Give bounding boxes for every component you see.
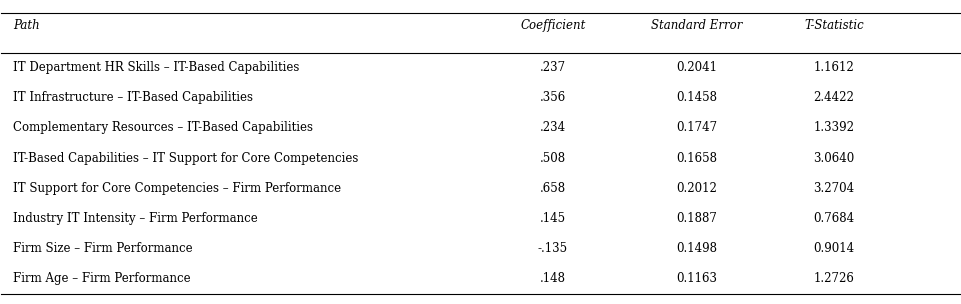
Text: Firm Size – Firm Performance: Firm Size – Firm Performance <box>12 242 192 255</box>
Text: 1.3392: 1.3392 <box>813 121 853 134</box>
Text: 0.1458: 0.1458 <box>676 91 717 104</box>
Text: 0.2012: 0.2012 <box>676 182 717 195</box>
Text: Firm Age – Firm Performance: Firm Age – Firm Performance <box>12 272 190 285</box>
Text: Coefficient: Coefficient <box>520 19 585 33</box>
Text: 0.1658: 0.1658 <box>676 151 717 164</box>
Text: 3.0640: 3.0640 <box>812 151 853 164</box>
Text: 0.1163: 0.1163 <box>676 272 717 285</box>
Text: IT-Based Capabilities – IT Support for Core Competencies: IT-Based Capabilities – IT Support for C… <box>12 151 357 164</box>
Text: Industry IT Intensity – Firm Performance: Industry IT Intensity – Firm Performance <box>12 212 258 225</box>
Text: .508: .508 <box>539 151 565 164</box>
Text: 0.7684: 0.7684 <box>813 212 853 225</box>
Text: 2.4422: 2.4422 <box>813 91 853 104</box>
Text: Path: Path <box>12 19 39 33</box>
Text: 0.1498: 0.1498 <box>676 242 717 255</box>
Text: IT Support for Core Competencies – Firm Performance: IT Support for Core Competencies – Firm … <box>12 182 340 195</box>
Text: 0.9014: 0.9014 <box>813 242 853 255</box>
Text: .356: .356 <box>539 91 565 104</box>
Text: 1.2726: 1.2726 <box>813 272 853 285</box>
Text: 3.2704: 3.2704 <box>813 182 853 195</box>
Text: 1.1612: 1.1612 <box>813 61 853 74</box>
Text: .237: .237 <box>539 61 565 74</box>
Text: Standard Error: Standard Error <box>651 19 742 33</box>
Text: Complementary Resources – IT-Based Capabilities: Complementary Resources – IT-Based Capab… <box>12 121 312 134</box>
Text: 0.1747: 0.1747 <box>676 121 717 134</box>
Text: IT Infrastructure – IT-Based Capabilities: IT Infrastructure – IT-Based Capabilitie… <box>12 91 253 104</box>
Text: .145: .145 <box>539 212 565 225</box>
Text: 0.2041: 0.2041 <box>676 61 717 74</box>
Text: 0.1887: 0.1887 <box>676 212 717 225</box>
Text: .658: .658 <box>539 182 565 195</box>
Text: .234: .234 <box>539 121 565 134</box>
Text: -.135: -.135 <box>537 242 567 255</box>
Text: IT Department HR Skills – IT-Based Capabilities: IT Department HR Skills – IT-Based Capab… <box>12 61 299 74</box>
Text: T-Statistic: T-Statistic <box>803 19 863 33</box>
Text: .148: .148 <box>539 272 565 285</box>
